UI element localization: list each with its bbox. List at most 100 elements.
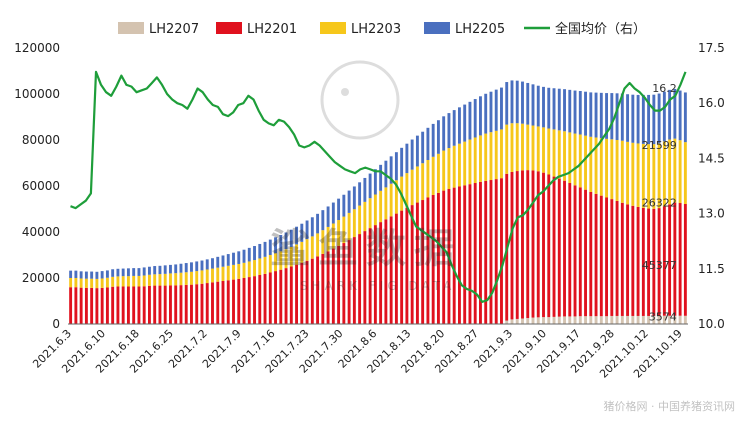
bar-segment xyxy=(683,142,687,204)
bar-segment xyxy=(200,260,204,271)
bar-segment xyxy=(394,213,398,324)
pig-eye-icon xyxy=(341,88,349,96)
bar-segment xyxy=(589,92,593,137)
bar-segment xyxy=(410,169,414,206)
bar-segment xyxy=(358,182,362,206)
bar-segment xyxy=(226,265,230,281)
bar-segment xyxy=(636,206,640,316)
legend-swatch xyxy=(424,22,450,34)
bar-segment xyxy=(74,278,78,288)
y-tick-label: 100000 xyxy=(14,87,60,101)
bar-segment xyxy=(226,280,230,324)
bar-segment xyxy=(510,171,514,320)
bar-segment xyxy=(610,199,614,316)
bar-segment xyxy=(526,170,530,319)
bar-segment xyxy=(563,131,566,181)
bar-segment xyxy=(605,138,609,198)
bar-segment xyxy=(431,123,435,157)
bar-segment xyxy=(415,135,419,167)
bar-segment xyxy=(594,316,598,324)
y2-tick-label: 14.5 xyxy=(698,151,725,165)
bar-segment xyxy=(211,268,214,283)
bar-segment xyxy=(563,316,566,324)
bar-segment xyxy=(657,143,661,209)
bar-segment xyxy=(216,267,220,282)
bar-segment xyxy=(242,262,246,278)
bar-segment xyxy=(542,172,545,318)
bar-segment xyxy=(547,128,551,175)
bar-segment xyxy=(605,316,609,324)
bars xyxy=(69,80,687,324)
bar-segment xyxy=(400,210,404,324)
bar-segment xyxy=(500,129,503,179)
bar-segment xyxy=(468,184,472,324)
bar-segment xyxy=(79,271,83,279)
bar-segment xyxy=(473,137,477,184)
bar-segment xyxy=(573,133,577,186)
bar-segment xyxy=(268,272,272,324)
bar-segment xyxy=(121,286,125,324)
bar-segment xyxy=(326,251,330,324)
bar-segment xyxy=(526,318,530,324)
bar-segment xyxy=(641,207,645,316)
bar-segment xyxy=(552,88,556,130)
bar-segment xyxy=(410,139,414,170)
bar-segment xyxy=(610,93,614,140)
bar-segment xyxy=(337,198,341,221)
bar-segment xyxy=(126,286,130,324)
bar-segment xyxy=(321,210,325,231)
bar-segment xyxy=(473,183,477,324)
legend-label: LH2207 xyxy=(149,22,199,37)
bar-segment xyxy=(179,285,183,324)
bar-segment xyxy=(247,247,251,262)
bar-segment xyxy=(647,144,651,209)
bar-segment xyxy=(405,207,409,324)
y-tick-label: 40000 xyxy=(22,225,60,239)
bar-segment xyxy=(268,255,272,273)
y2-tick-label: 13.0 xyxy=(698,207,725,221)
bar-segment xyxy=(473,99,477,138)
bar-segment xyxy=(337,245,341,324)
bar-segment xyxy=(489,132,493,181)
bar-segment xyxy=(615,315,619,324)
bar-segment xyxy=(599,195,603,317)
bar-segment xyxy=(647,208,651,316)
bar-segment xyxy=(547,87,551,129)
bar-segment xyxy=(673,202,677,316)
bar-segment xyxy=(620,202,624,316)
bar-segment xyxy=(142,286,146,324)
bar-segment xyxy=(90,287,94,324)
bar-segment xyxy=(615,140,619,201)
bar-segment xyxy=(421,163,425,201)
bar-segment xyxy=(389,156,393,184)
bar-segment xyxy=(279,234,283,252)
value-annotation: 45377 xyxy=(642,259,677,272)
bar-segment xyxy=(169,273,172,286)
bar-segment xyxy=(305,239,309,261)
bar-segment xyxy=(253,276,256,324)
bar-segment xyxy=(683,315,687,324)
legend-label: LH2201 xyxy=(247,22,297,37)
bar-segment xyxy=(500,178,503,324)
bar-segment xyxy=(442,190,446,324)
bar-segment xyxy=(74,270,78,278)
bar-segment xyxy=(116,286,120,324)
bar-segment xyxy=(678,90,682,141)
bar-segment xyxy=(589,316,593,324)
bar-segment xyxy=(295,226,299,245)
bar-segment xyxy=(347,190,351,213)
bar-segment xyxy=(216,281,220,324)
watermark-sub-text: SHARK FIG DATA xyxy=(300,279,455,293)
bar-segment xyxy=(121,268,125,277)
bar-segment xyxy=(363,177,367,202)
bar-segment xyxy=(678,315,682,324)
bar-segment xyxy=(132,286,136,324)
bar-segment xyxy=(147,274,151,286)
bar-segment xyxy=(436,192,440,324)
bar-segment xyxy=(321,253,325,324)
bar-segment xyxy=(510,123,514,172)
bar-segment xyxy=(479,181,482,324)
bar-segment xyxy=(594,137,598,194)
bar-segment xyxy=(457,186,461,324)
bar-segment xyxy=(578,316,582,324)
